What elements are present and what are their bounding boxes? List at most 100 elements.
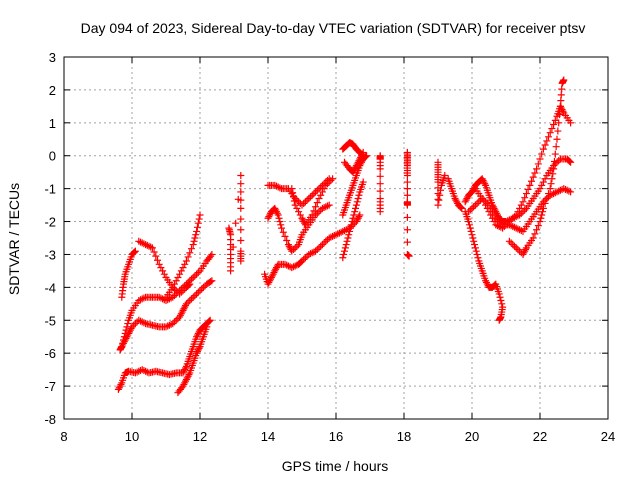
data-point <box>317 183 325 191</box>
data-point <box>541 141 549 149</box>
data-point <box>522 190 530 198</box>
data-point <box>488 214 496 222</box>
data-point <box>465 218 473 226</box>
data-point <box>358 150 366 158</box>
data-point <box>131 369 139 377</box>
data-point <box>140 240 148 248</box>
data-point <box>180 367 188 375</box>
data-point <box>307 250 314 258</box>
data-point <box>516 204 524 212</box>
data-point <box>123 323 131 331</box>
data-point <box>507 239 515 247</box>
data-point <box>520 249 528 257</box>
data-point <box>533 226 541 234</box>
data-point <box>462 196 470 204</box>
y-tick-label: -7 <box>44 379 56 394</box>
data-point <box>283 261 291 269</box>
data-point <box>469 234 477 242</box>
data-point <box>441 171 449 179</box>
data-point <box>320 185 328 193</box>
data-point <box>548 125 556 133</box>
data-point <box>180 305 188 313</box>
data-point <box>288 247 296 255</box>
data-point <box>403 191 411 199</box>
data-point <box>122 326 130 334</box>
data-point <box>500 222 508 230</box>
data-point <box>534 160 542 168</box>
data-point <box>348 218 356 226</box>
data-point <box>138 239 146 247</box>
data-point <box>227 267 235 275</box>
data-point <box>346 224 354 232</box>
data-point <box>376 180 384 188</box>
data-point <box>296 211 304 219</box>
data-point <box>355 213 363 221</box>
data-point <box>171 318 178 326</box>
series-track-m <box>339 178 367 262</box>
data-point <box>205 317 213 325</box>
data-point <box>536 185 544 193</box>
data-point <box>522 246 530 254</box>
data-point <box>117 380 125 388</box>
series-track-i <box>261 211 364 288</box>
data-point <box>199 283 207 291</box>
data-point <box>305 250 313 258</box>
data-point <box>290 197 298 205</box>
data-point <box>184 253 192 261</box>
data-point <box>554 127 562 135</box>
data-point <box>312 247 320 255</box>
data-point <box>142 241 150 249</box>
data-point <box>119 339 127 347</box>
data-point <box>349 214 357 222</box>
data-point <box>191 292 199 300</box>
data-point <box>509 214 517 222</box>
data-point <box>536 218 544 226</box>
data-point <box>461 198 469 206</box>
data-point <box>290 193 297 201</box>
data-point <box>315 208 323 216</box>
data-point <box>194 269 202 277</box>
data-point <box>334 230 342 238</box>
data-point <box>130 249 138 257</box>
data-point <box>514 246 522 254</box>
data-point <box>192 231 200 239</box>
y-tick-label: -8 <box>44 412 56 427</box>
data-point <box>539 198 547 206</box>
data-point <box>473 250 481 258</box>
data-point <box>288 185 296 193</box>
data-point <box>529 234 537 242</box>
data-point <box>546 191 554 199</box>
data-point <box>194 329 202 337</box>
data-point <box>195 215 203 223</box>
y-tick-label: -6 <box>44 346 56 361</box>
series-track-f <box>162 211 204 301</box>
data-point <box>298 214 306 222</box>
data-point <box>487 211 495 219</box>
data-point <box>567 188 575 196</box>
data-point <box>479 176 487 184</box>
data-point <box>196 211 204 219</box>
data-point <box>320 239 328 247</box>
data-point <box>324 202 331 210</box>
data-point <box>353 160 361 168</box>
data-point <box>165 321 173 329</box>
x-tick-label: 20 <box>465 429 479 444</box>
data-point <box>351 208 359 216</box>
data-point <box>470 237 478 245</box>
data-point <box>137 317 144 325</box>
data-point <box>560 185 568 193</box>
data-point <box>551 150 559 158</box>
data-point <box>159 267 167 275</box>
data-point <box>517 201 525 209</box>
series-track-u <box>461 208 507 324</box>
data-point <box>526 181 534 189</box>
data-point <box>308 249 316 257</box>
series-track-s <box>434 158 449 209</box>
y-tick-label: 2 <box>49 83 56 98</box>
data-point <box>206 316 214 324</box>
data-point <box>131 248 139 256</box>
data-point <box>274 183 282 191</box>
data-point <box>193 333 201 341</box>
data-point <box>502 221 510 229</box>
data-point <box>405 252 413 260</box>
